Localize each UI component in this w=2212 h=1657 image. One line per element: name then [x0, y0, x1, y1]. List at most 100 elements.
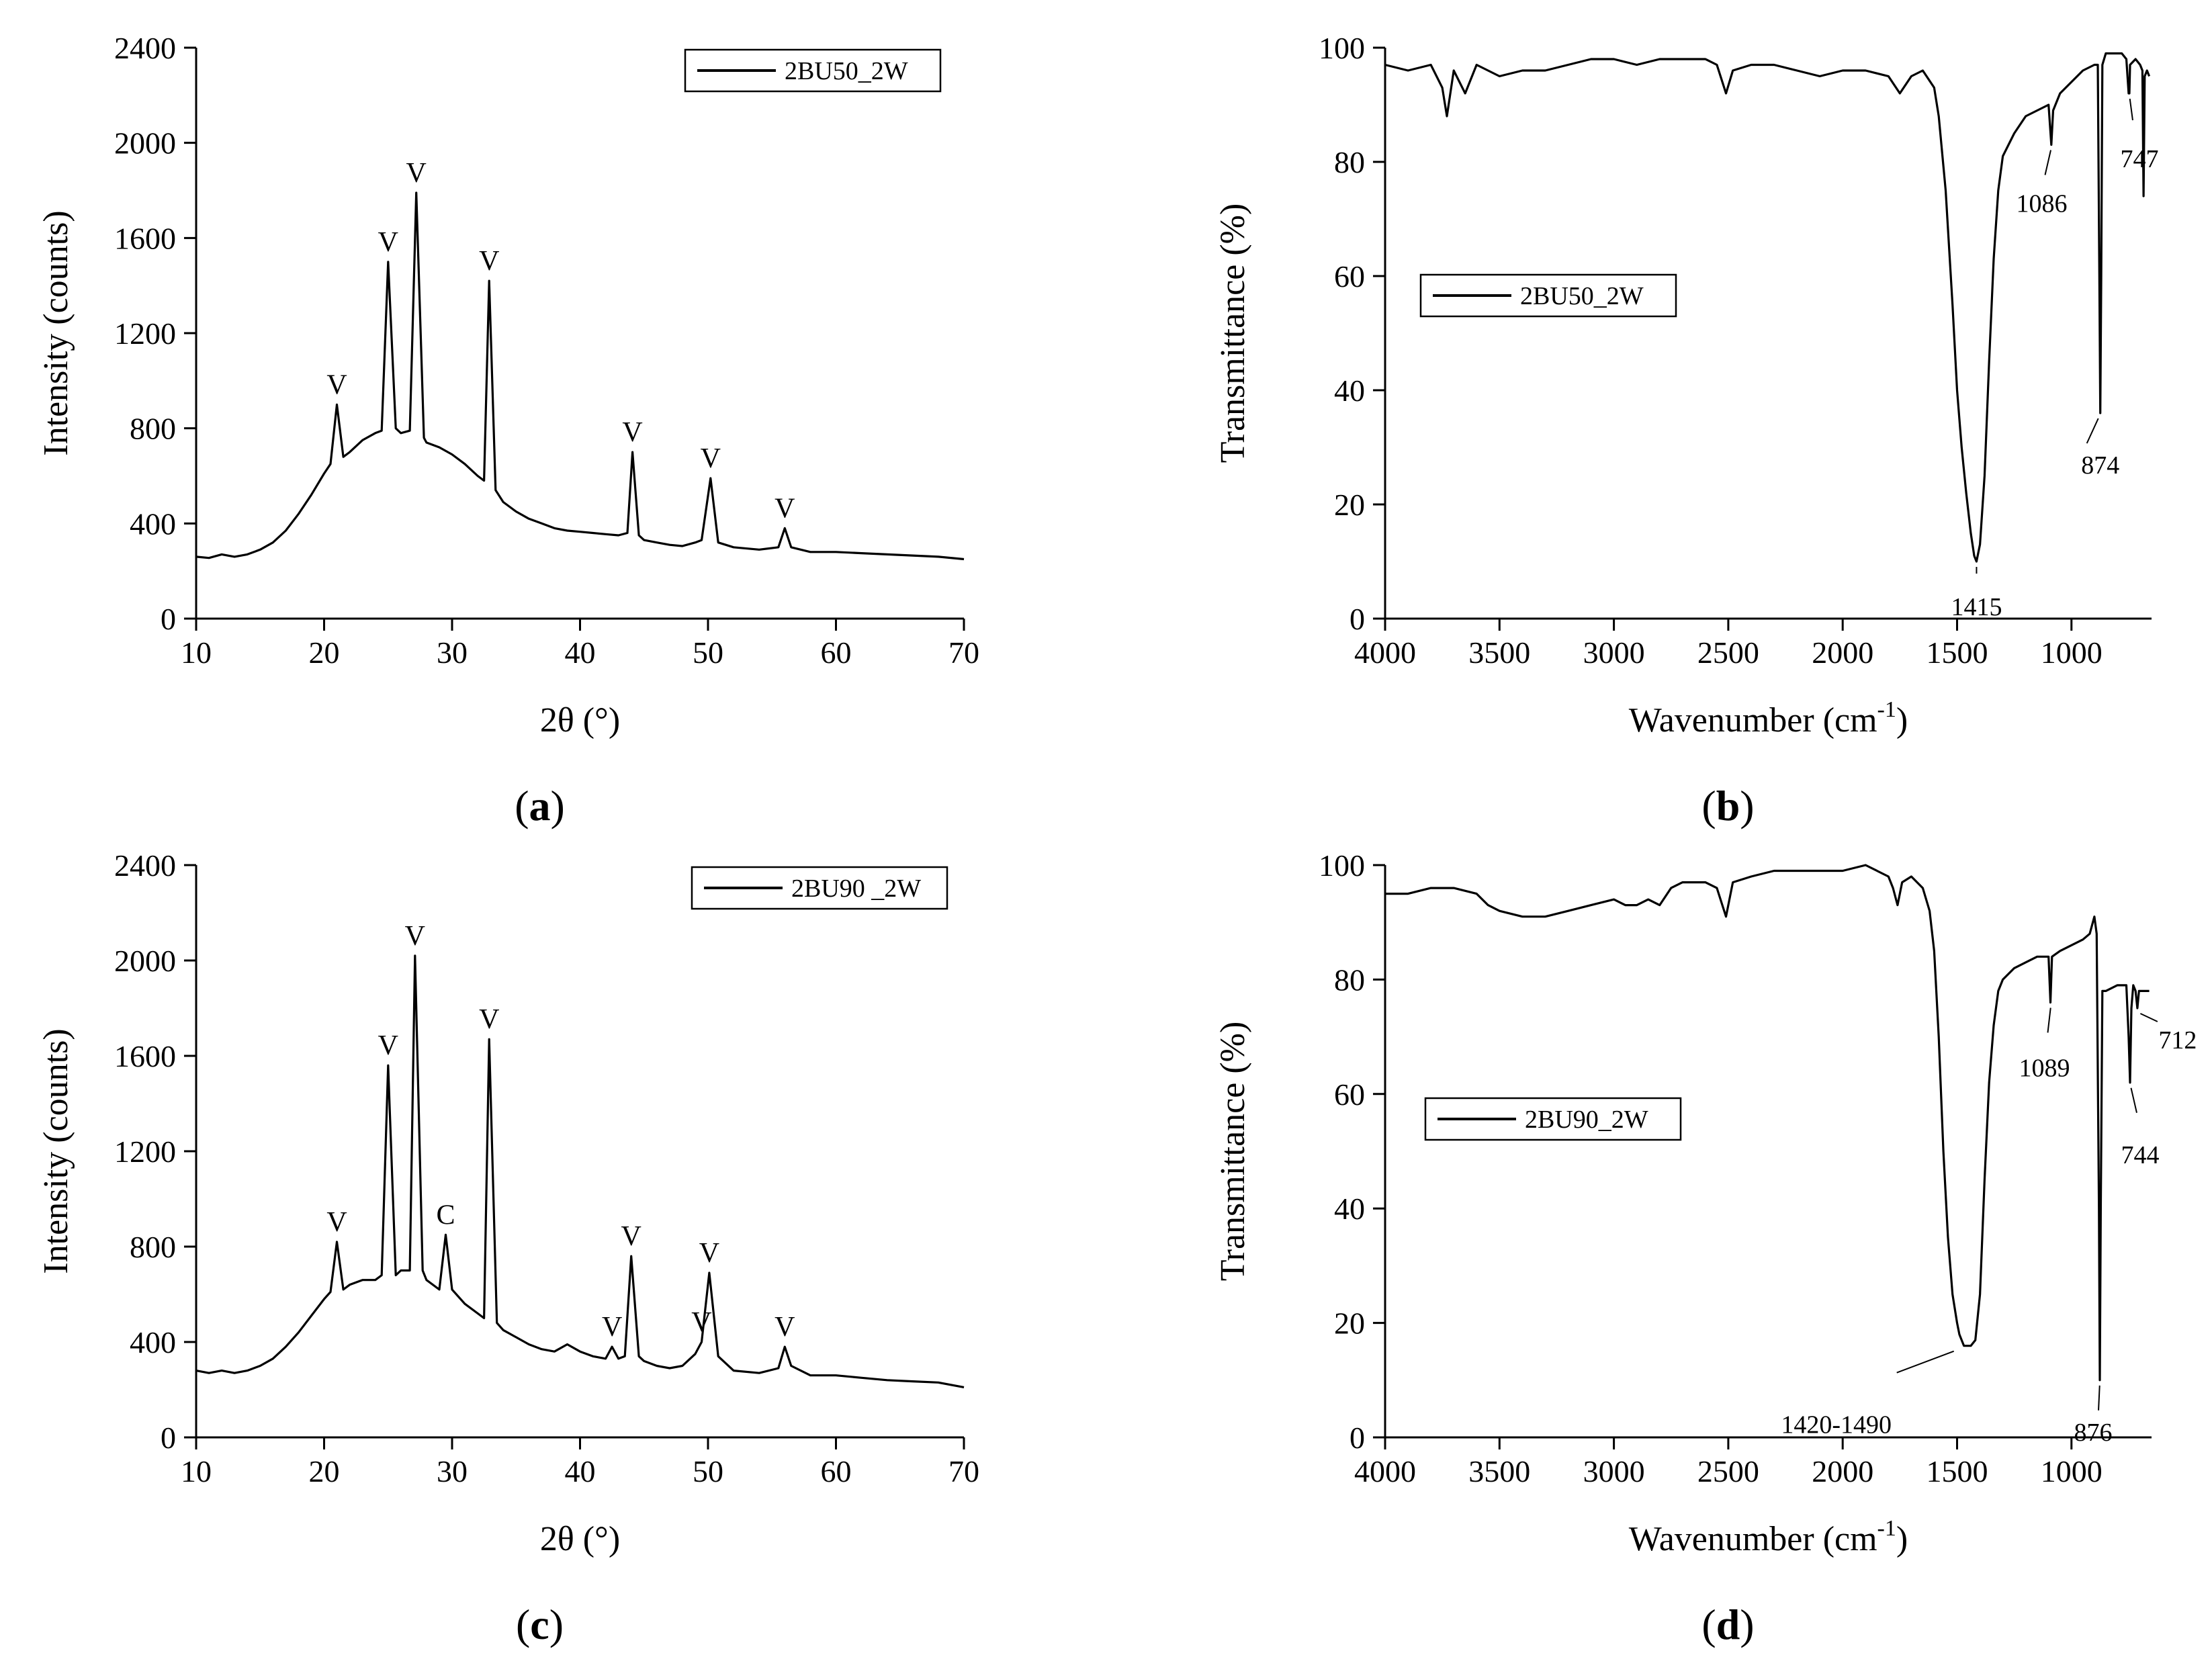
y-tick-label: 1600: [114, 221, 176, 255]
y-tick-label: 100: [1319, 848, 1365, 883]
y-tick-label: 1200: [114, 1134, 176, 1169]
x-axis-label-tail: ): [1896, 1520, 1908, 1558]
y-tick-label: 0: [1350, 1421, 1365, 1455]
y-tick-label: 2400: [114, 31, 176, 65]
y-tick-label: 400: [130, 1325, 176, 1359]
peak-label: 744: [2121, 1141, 2159, 1169]
y-tick-label: 80: [1334, 145, 1365, 179]
x-tick-label: 30: [437, 635, 468, 670]
series-line-2BU90_2W: [1385, 864, 2150, 1382]
x-axis-label-main: Wavenumber (cm: [1629, 701, 1877, 740]
legend-box: [1424, 1097, 1682, 1141]
peak-label: V: [479, 1004, 499, 1035]
x-tick-label: 60: [821, 1454, 852, 1488]
x-tick-label: 3000: [1583, 635, 1645, 670]
y-tick-label: 2000: [114, 944, 176, 978]
y-tick-label: 60: [1334, 259, 1365, 294]
x-axis-label: 2θ (°): [540, 701, 620, 740]
y-axis-label: Transmittance (%): [1214, 204, 1252, 463]
peak-label: 874: [2081, 451, 2119, 480]
y-tick-label: 100: [1319, 31, 1365, 65]
y-tick-label: 20: [1334, 488, 1365, 522]
x-tick-label: 60: [821, 635, 852, 670]
y-axis-label: Transmittance (%): [1214, 1022, 1252, 1282]
x-tick-label: 2000: [1812, 635, 1873, 670]
y-axis-label: Intensity (counts): [37, 1028, 75, 1273]
x-axis-label-superscript: -1: [1877, 1516, 1896, 1541]
x-tick-label: 40: [565, 635, 596, 670]
peak-label: V: [775, 493, 795, 524]
peak-leader-line: [2139, 1013, 2158, 1022]
y-tick-label: 400: [130, 506, 176, 541]
x-axis-label-superscript: -1: [1877, 697, 1896, 722]
y-tick-label: 20: [1334, 1306, 1365, 1341]
x-axis-label: Wavenumber (cm-1): [1629, 697, 1908, 740]
y-tick-label: 40: [1334, 373, 1365, 408]
legend-label: 2BU90_2W: [1525, 1106, 1648, 1134]
peak-label: V: [326, 369, 347, 400]
x-tick-label: 70: [948, 635, 979, 670]
peak-label: C: [436, 1200, 455, 1230]
peak-label: V: [701, 443, 721, 474]
peak-label: V: [326, 1207, 347, 1238]
legend-label: 2BU50_2W: [785, 57, 908, 85]
y-tick-label: 0: [1350, 602, 1365, 636]
peak-label: V: [691, 1307, 711, 1338]
x-axis-label: 2θ (°): [540, 1520, 620, 1558]
peak-label: 1086: [2016, 190, 2067, 218]
x-tick-label: 3500: [1468, 635, 1530, 670]
peak-leader-line: [2044, 150, 2051, 175]
peak-label: V: [622, 417, 642, 448]
x-tick-label: 30: [437, 1454, 468, 1488]
y-tick-label: 60: [1334, 1077, 1365, 1112]
x-tick-label: 3000: [1583, 1454, 1645, 1488]
x-tick-label: 2500: [1697, 1454, 1759, 1488]
y-tick-label: 2400: [114, 848, 176, 883]
y-tick-label: 2000: [114, 126, 176, 161]
x-tick-label: 1500: [1926, 1454, 1988, 1488]
y-axis-label: Intensity (counts): [37, 210, 75, 455]
panel-label: (d): [1701, 1601, 1754, 1648]
panel-label: (a): [515, 782, 565, 830]
peak-label: V: [378, 1030, 398, 1061]
legend-label: 2BU50_2W: [1520, 282, 1644, 310]
legend-label: 2BU90 _2W: [791, 875, 921, 903]
peak-leader-line: [2047, 1007, 2051, 1033]
peak-label: V: [479, 246, 499, 277]
peak-label: V: [378, 227, 398, 258]
series-line-2BU50_2W: [195, 191, 965, 561]
x-tick-label: 70: [948, 1454, 979, 1488]
x-tick-label: 20: [309, 1454, 340, 1488]
x-axis-label-main: Wavenumber (cm: [1629, 1520, 1877, 1558]
x-tick-label: 1000: [2041, 635, 2103, 670]
peak-leader-line: [2130, 1087, 2137, 1113]
panel-b-ftir-2bu50: 4000 3500 3000 2500 2000 1500 1000 0 20 40 60 80 100…: [1214, 31, 2158, 830]
x-tick-label: 4000: [1354, 1454, 1416, 1488]
x-tick-label: 10: [181, 1454, 212, 1488]
y-tick-label: 0: [161, 602, 176, 636]
x-tick-label: 20: [309, 635, 340, 670]
peak-label: V: [406, 158, 426, 189]
x-tick-label: 2000: [1812, 1454, 1873, 1488]
peak-label: 1415: [1951, 593, 2002, 621]
peak-label: 712: [2158, 1026, 2197, 1055]
series-line-2BU90 _2W: [195, 954, 965, 1388]
panel-label: (c): [516, 1601, 564, 1648]
y-tick-label: 800: [130, 1230, 176, 1264]
y-tick-label: 1600: [114, 1039, 176, 1073]
panel-d-ftir-2bu90: 4000 3500 3000 2500 2000 1500 1000 0 20 40 60 80 100…: [1214, 848, 2197, 1648]
peak-leader-line: [2086, 418, 2099, 444]
x-tick-label: 40: [565, 1454, 596, 1488]
x-tick-label: 50: [693, 1454, 723, 1488]
x-tick-label: 2500: [1697, 635, 1759, 670]
series-line-2BU50_2W: [1384, 52, 2151, 563]
peak-label: V: [699, 1238, 719, 1269]
panel-a-xrd-2bu50: 10 20 30 40 50 60 70 0 400 800 1200 1600 2000 2400 2θ …: [37, 31, 979, 830]
panel-label: (b): [1701, 782, 1754, 830]
y-tick-label: 0: [161, 1421, 176, 1455]
x-tick-label: 1000: [2041, 1454, 2103, 1488]
peak-label: 1420-1490: [1781, 1411, 1892, 1439]
peak-leader-line: [1896, 1350, 1955, 1374]
y-tick-label: 800: [130, 412, 176, 446]
